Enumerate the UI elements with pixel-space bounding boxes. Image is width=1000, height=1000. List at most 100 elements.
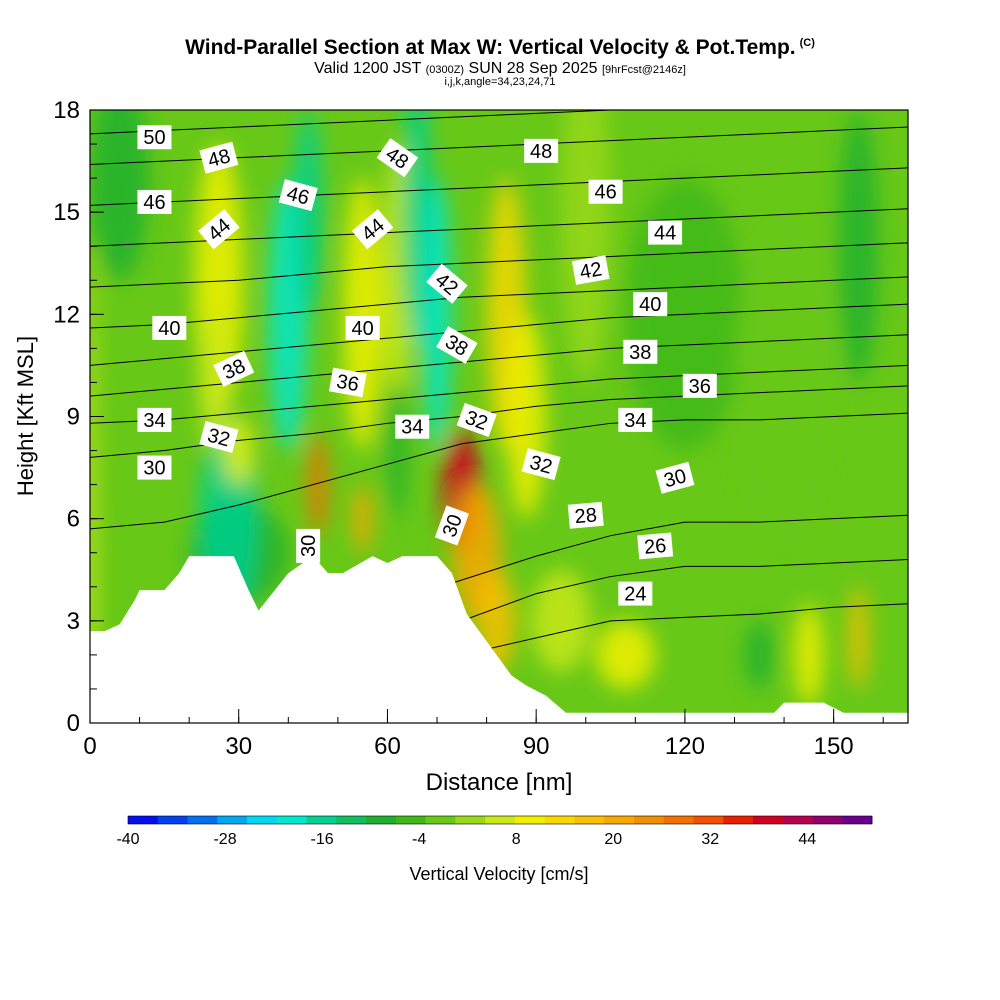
isentrope-label: 50 bbox=[137, 125, 172, 150]
colorbar-swatch bbox=[633, 816, 665, 824]
y-tick-label: 3 bbox=[67, 608, 80, 635]
colorbar-swatch bbox=[782, 816, 813, 824]
isentrope-label-text: 34 bbox=[624, 410, 646, 432]
isentrope-label: 38 bbox=[436, 326, 478, 364]
colorbar-swatch bbox=[128, 816, 159, 824]
isentrope-label: 26 bbox=[637, 532, 674, 560]
isentrope-label: 48 bbox=[376, 138, 419, 178]
isentrope-42 bbox=[90, 242, 908, 288]
velocity-cell bbox=[308, 433, 328, 536]
isentrope-30 bbox=[90, 412, 908, 530]
isentrope-label-text: 40 bbox=[158, 318, 180, 340]
x-axis-label: Distance [nm] bbox=[426, 769, 573, 796]
isentrope-label: 32 bbox=[521, 448, 561, 481]
isentrope-label: 42 bbox=[571, 255, 610, 285]
y-tick-label: 9 bbox=[67, 404, 80, 431]
colorbar-swatch bbox=[842, 816, 873, 824]
isentrope-label-text: 26 bbox=[643, 535, 667, 559]
isentrope-38 bbox=[90, 303, 908, 366]
colorbar-swatch bbox=[395, 816, 426, 824]
velocity-cell bbox=[422, 178, 452, 451]
x-tick-label: 30 bbox=[225, 733, 252, 760]
isentrope-label: 38 bbox=[213, 350, 255, 387]
isentrope-label-text: 24 bbox=[624, 584, 646, 606]
velocity-cell bbox=[90, 110, 150, 281]
y-tick-label: 6 bbox=[67, 506, 80, 533]
isentrope-label: 30 bbox=[137, 455, 172, 480]
colorbar-swatch bbox=[663, 816, 694, 824]
isentrope-label: 48 bbox=[524, 138, 559, 163]
isentrope-34 bbox=[90, 364, 908, 424]
colorbar-tick-label: 20 bbox=[604, 831, 622, 848]
isentrope-label: 34 bbox=[618, 407, 653, 432]
velocity-cell bbox=[560, 110, 611, 383]
isentrope-label: 36 bbox=[682, 373, 717, 398]
velocity-cell bbox=[744, 620, 775, 689]
colorbar-tick-label: 8 bbox=[512, 831, 521, 848]
isentrope-label: 34 bbox=[137, 407, 172, 432]
y-tick-label: 12 bbox=[53, 301, 80, 328]
isentrope-44 bbox=[90, 208, 908, 247]
isentrope-50 bbox=[90, 110, 908, 135]
x-tick-label: 150 bbox=[814, 733, 854, 760]
colorbar-swatch bbox=[157, 816, 188, 824]
isentrope-label: 34 bbox=[395, 414, 430, 439]
isentrope-label: 40 bbox=[152, 315, 187, 340]
colorbar-swatch bbox=[752, 816, 784, 824]
isentrope-label: 46 bbox=[137, 189, 172, 214]
isentrope-label: 38 bbox=[623, 339, 658, 364]
colorbar: -40 -28 -16 -4 8 20 32 44 bbox=[116, 815, 873, 848]
colorbar-swatch bbox=[574, 816, 605, 824]
colorbar-tick-label: -28 bbox=[213, 831, 236, 848]
velocity-cell bbox=[531, 569, 591, 672]
isentrope-label: 24 bbox=[618, 581, 653, 606]
colorbar-swatch bbox=[276, 816, 307, 824]
colorbar-tick-label: 44 bbox=[798, 831, 816, 848]
isentrope-label-text: 46 bbox=[143, 192, 165, 214]
isentrope-label: 28 bbox=[567, 501, 604, 529]
colorbar-tick-label: -40 bbox=[116, 831, 139, 848]
colorbar-swatch bbox=[723, 816, 754, 824]
isentrope-40 bbox=[90, 276, 908, 329]
chart-indices-line: i,j,k,angle=34,23,24,71 bbox=[444, 76, 556, 88]
isentrope-label-text: 34 bbox=[401, 417, 423, 439]
isentrope-label-text: 28 bbox=[574, 504, 598, 528]
isentrope-label-text: 36 bbox=[689, 376, 711, 398]
isentrope-label-text: 36 bbox=[335, 371, 361, 397]
terrain bbox=[90, 556, 908, 723]
isentrope-label-text: 40 bbox=[639, 294, 661, 316]
isentrope-46 bbox=[90, 167, 908, 206]
colorbar-swatch bbox=[544, 816, 575, 824]
colorbar-swatch bbox=[336, 816, 367, 824]
terrain-profile bbox=[90, 556, 908, 723]
isentrope-label-text: 38 bbox=[629, 342, 651, 364]
colorbar-swatch bbox=[247, 816, 278, 824]
x-tick-label: 0 bbox=[83, 733, 96, 760]
isentrope-label-text: 34 bbox=[143, 410, 165, 432]
velocity-cell bbox=[734, 212, 834, 553]
velocity-cell bbox=[848, 586, 869, 689]
x-tick-label: 60 bbox=[374, 733, 401, 760]
velocity-cell bbox=[595, 620, 656, 689]
colorbar-swatch bbox=[485, 816, 516, 824]
velocity-cell bbox=[352, 484, 373, 553]
y-tick-label: 15 bbox=[53, 199, 80, 226]
colorbar-swatch bbox=[604, 816, 635, 824]
isentrope-label-text: 44 bbox=[654, 223, 676, 245]
colorbar-swatch bbox=[425, 816, 456, 824]
isentrope-label-text: 46 bbox=[594, 182, 616, 204]
colorbar-tick-label: 32 bbox=[701, 831, 719, 848]
y-tick-label: 0 bbox=[67, 710, 80, 737]
isentrope-label: 46 bbox=[588, 179, 623, 204]
x-tick-label: 90 bbox=[523, 733, 550, 760]
colorbar-swatch bbox=[514, 816, 546, 824]
x-tick-label: 120 bbox=[665, 733, 705, 760]
chart-title: Wind-Parallel Section at Max W: Vertical… bbox=[185, 36, 815, 59]
y-tick-label: 18 bbox=[53, 97, 80, 124]
isentrope-label: 30 bbox=[296, 528, 321, 563]
isentrope-label-text: 50 bbox=[143, 127, 165, 149]
isentrope-label: 40 bbox=[345, 315, 380, 340]
isentrope-label-text: 48 bbox=[530, 141, 552, 163]
colorbar-swatch bbox=[217, 816, 248, 824]
colorbar-swatch bbox=[366, 816, 397, 824]
